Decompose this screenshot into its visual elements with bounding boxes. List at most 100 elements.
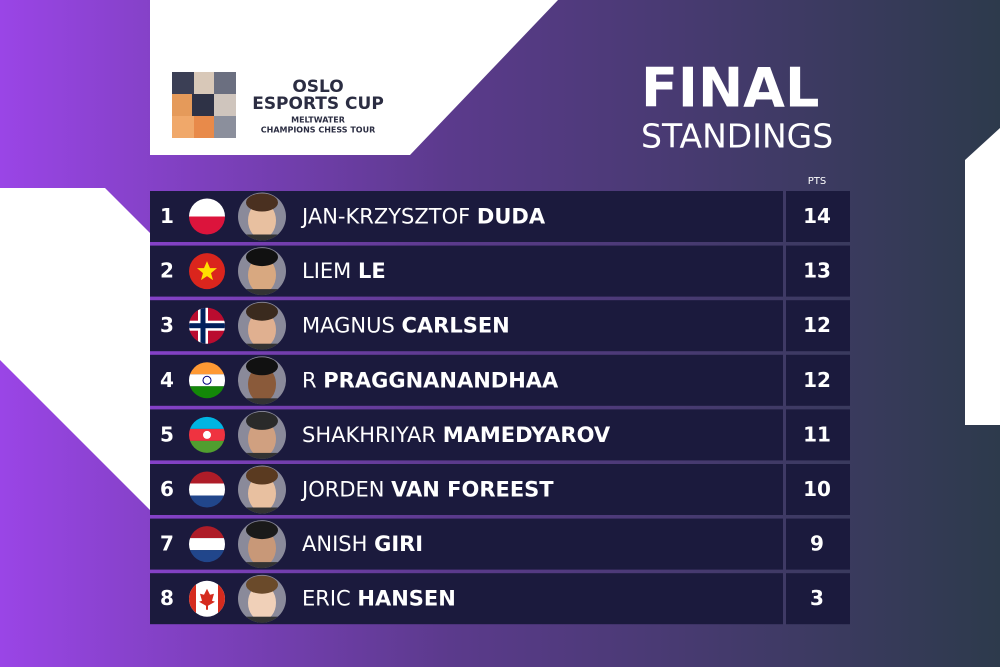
flag	[189, 471, 225, 508]
standings-row: 5 SHAKHRIYAR MAMEDYAROV 11	[150, 409, 850, 461]
photo-shirt	[238, 234, 286, 241]
flag-part	[189, 440, 225, 453]
photo-face	[248, 202, 276, 239]
last-name: GIRI	[374, 532, 423, 556]
flag-part	[189, 526, 225, 539]
first-name: SHAKHRIYAR	[302, 423, 436, 447]
photo-shirt	[238, 507, 286, 514]
rank: 4	[160, 368, 174, 392]
photo-face	[248, 366, 276, 403]
player-name: JAN-KRZYSZTOF DUDA	[300, 205, 546, 229]
player-name: ANISH GIRI	[302, 532, 423, 556]
flag	[189, 198, 225, 235]
rank: 3	[160, 313, 174, 337]
decor-shape	[0, 188, 150, 510]
points-background	[786, 191, 850, 242]
rank: 1	[160, 204, 174, 228]
last-name: HANSEN	[357, 587, 455, 611]
flag	[189, 253, 225, 290]
first-name: JAN-KRZYSZTOF	[300, 205, 470, 229]
photo-hair	[246, 411, 278, 430]
points: 11	[803, 422, 831, 446]
player-name: LIEM LE	[302, 259, 386, 283]
player-photo	[238, 410, 286, 459]
rank: 6	[160, 477, 174, 501]
rank: 5	[160, 422, 174, 446]
flag-part	[218, 580, 225, 617]
last-name: DUDA	[477, 205, 546, 229]
player-photo	[238, 574, 286, 623]
flag-part	[197, 261, 217, 281]
player-photo	[238, 465, 286, 514]
flag-part	[189, 362, 225, 375]
flag	[189, 307, 225, 344]
photo-shirt	[238, 289, 286, 296]
points: 14	[803, 204, 831, 228]
photo-hair	[246, 575, 278, 594]
first-name: JORDEN	[300, 478, 384, 502]
flag	[189, 580, 225, 617]
first-name: LIEM	[302, 259, 351, 283]
standings-row: 2 LIEM LE 13	[150, 245, 850, 297]
flag-part	[189, 495, 225, 508]
last-name: PRAGGNANANDHAA	[323, 368, 559, 392]
first-name: R	[302, 368, 317, 392]
flag-part	[203, 430, 211, 439]
player-name: R PRAGGNANANDHAA	[302, 368, 559, 392]
photo-face	[248, 530, 276, 567]
logo-text: MELTWATER	[291, 116, 345, 125]
last-name: VAN FOREEST	[391, 478, 554, 502]
photo-shirt	[238, 398, 286, 405]
logo-text: ESPORTS CUP	[252, 94, 384, 114]
points-background	[786, 573, 850, 625]
player-photo	[238, 356, 286, 405]
photo-hair	[246, 193, 278, 212]
flag-part	[189, 550, 225, 563]
logo-text: CHAMPIONS CHESS TOUR	[261, 126, 376, 135]
points: 13	[803, 259, 831, 283]
points-background	[786, 245, 850, 297]
last-name: LE	[358, 259, 386, 283]
standings-row: 7 ANISH GIRI 9	[150, 518, 850, 570]
photo-face	[248, 311, 276, 348]
player-name: ERIC HANSEN	[302, 587, 456, 611]
standings-row: 4 R PRAGGNANANDHAA 12	[150, 354, 850, 406]
points-background	[786, 518, 850, 570]
photo-hair	[246, 357, 278, 376]
rank: 7	[160, 532, 174, 556]
first-name: MAGNUS	[302, 314, 395, 338]
player-name: SHAKHRIYAR MAMEDYAROV	[302, 423, 611, 447]
photo-hair	[246, 466, 278, 485]
points-background	[786, 300, 850, 352]
flag-part	[189, 374, 225, 387]
decor-shape	[965, 128, 1000, 425]
player-name: JORDEN VAN FOREEST	[300, 478, 554, 502]
photo-hair	[246, 248, 278, 267]
rank: 8	[160, 586, 174, 610]
player-photo	[238, 301, 286, 350]
standings-row: 8 ERIC HANSEN 3	[150, 573, 850, 625]
points-header: PTS	[808, 176, 827, 187]
first-name: ANISH	[302, 532, 367, 556]
photo-shirt	[238, 616, 286, 623]
flag-part	[189, 580, 196, 617]
rank: 2	[160, 259, 174, 283]
points: 12	[803, 368, 831, 392]
flag-part	[189, 483, 225, 496]
player-photo	[238, 247, 286, 296]
points-background	[786, 464, 850, 515]
flag-part	[189, 538, 225, 551]
player-photo	[238, 520, 286, 569]
last-name: MAMEDYAROV	[443, 423, 611, 447]
logo-panel	[150, 0, 558, 155]
flag-part	[189, 216, 225, 235]
logo-mark	[172, 72, 236, 138]
subtitle: STANDINGS	[641, 117, 833, 156]
flag-part	[202, 375, 212, 385]
logo-text: OSLO	[292, 77, 343, 97]
flag-part	[200, 307, 206, 344]
points: 12	[803, 313, 831, 337]
photo-hair	[246, 302, 278, 321]
photo-shirt	[238, 343, 286, 350]
